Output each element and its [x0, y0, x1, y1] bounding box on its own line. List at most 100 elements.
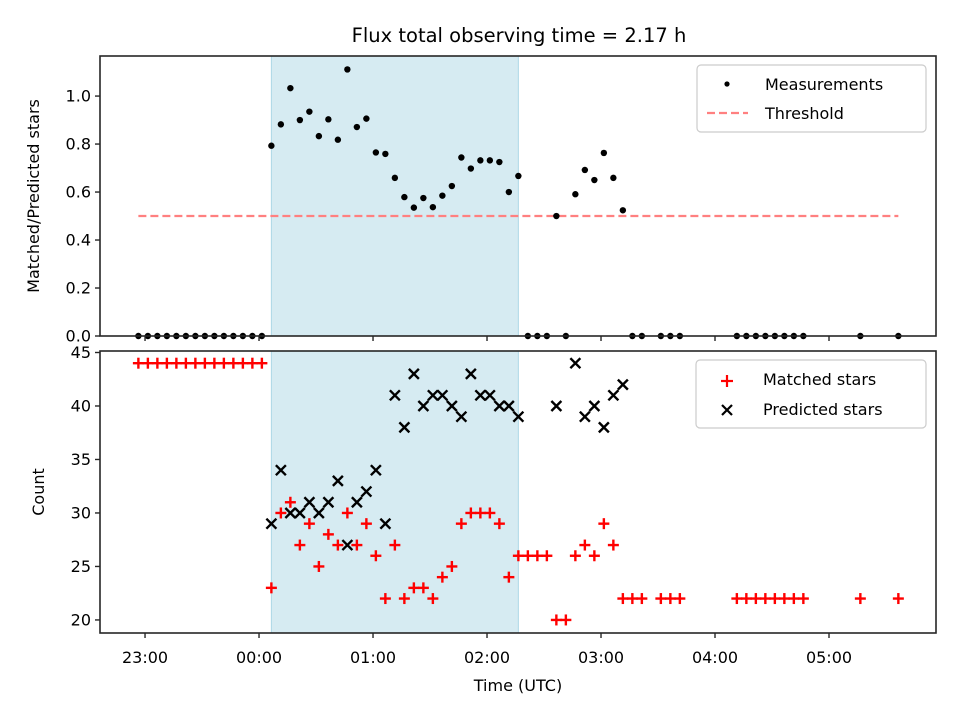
bottom-legend-frame: [695, 359, 927, 429]
predicted-star-point: [550, 400, 563, 412]
measurement-point: [448, 182, 456, 190]
matched-star-point: [170, 357, 182, 369]
matched-star-point: [740, 593, 752, 605]
measurement-point: [372, 149, 380, 156]
matched-star-point: [246, 357, 258, 369]
matched-star-point: [522, 550, 534, 562]
measurement-point: [458, 154, 465, 161]
measurement-point: [353, 123, 361, 131]
legend-threshold-label: Threshold: [764, 104, 844, 123]
predicted-star-point: [455, 410, 468, 423]
measurement-point: [277, 121, 285, 128]
measurement-point: [619, 207, 627, 214]
ytick-label: 25: [71, 557, 91, 576]
matched-star-point: [465, 507, 477, 519]
legend-matched-marker: [721, 375, 733, 387]
measurement-point: [420, 194, 427, 202]
ytick-label: 45: [71, 343, 91, 362]
predicted-star-point: [360, 485, 373, 498]
ytick-label: 30: [71, 503, 91, 522]
measurement-point: [382, 150, 389, 158]
matched-star-point: [161, 357, 173, 369]
ytick-label: 1.0: [66, 87, 91, 106]
measurement-point: [410, 204, 418, 211]
observing-interval-shade: [270, 55, 519, 337]
predicted-star-point: [417, 400, 430, 412]
matched-star-point: [626, 593, 638, 605]
matched-star-point: [427, 593, 439, 605]
predicted-star-point: [284, 507, 297, 519]
matched-star-point: [332, 539, 344, 551]
measurement-point: [391, 174, 399, 182]
matched-star-point: [788, 593, 800, 605]
matched-star-point: [607, 539, 619, 551]
legend-measurements-label: Measurements: [765, 75, 883, 94]
predicted-star-point: [322, 496, 335, 509]
predicted-star-point: [351, 496, 363, 509]
predicted-star-point: [303, 496, 316, 509]
matched-star-point: [237, 357, 249, 369]
top-axes: 0.0 0.2 0.4 0.6 0.8 1.0 Matched/Predicted sta…: [24, 55, 937, 346]
matched-star-point: [769, 593, 781, 605]
predicted-star-point: [474, 389, 487, 402]
predicted-star-point: [294, 507, 306, 519]
bottom-ylabel: Count: [29, 468, 48, 516]
measurement-point: [439, 192, 446, 199]
measurement-point: [429, 203, 437, 211]
predicted-star-point: [389, 389, 401, 402]
measurement-point: [505, 188, 513, 196]
predicted-star-point: [607, 389, 620, 402]
measurement-point: [581, 166, 589, 174]
matched-star-point: [208, 357, 220, 369]
matched-star-point: [560, 614, 572, 626]
measurement-point: [553, 212, 560, 220]
measurement-point: [401, 193, 408, 201]
matched-star-point: [474, 507, 486, 519]
matched-star-point: [541, 550, 553, 562]
legend-predicted-label: Predicted stars: [763, 400, 883, 419]
matched-star-point: [132, 357, 144, 369]
matched-star-point: [569, 550, 581, 562]
matched-star-point: [484, 507, 496, 519]
measurement-point: [296, 116, 304, 124]
predicted-star-point: [379, 517, 392, 530]
matched-star-point: [370, 550, 382, 562]
predicted-star-point: [446, 400, 458, 412]
matched-star-point: [303, 518, 315, 530]
measurement-point: [467, 165, 475, 172]
matched-star-point: [389, 539, 401, 551]
matched-star-point: [142, 357, 154, 369]
matched-star-point: [598, 518, 610, 530]
measurement-point: [306, 108, 313, 115]
matched-star-point: [398, 593, 410, 605]
measurement-point: [334, 136, 342, 143]
predicted-star-point: [512, 410, 525, 423]
matched-star-point: [227, 357, 239, 369]
matched-star-point: [493, 518, 505, 530]
matched-star-point: [588, 550, 600, 562]
predicted-star-point: [341, 539, 354, 551]
predicted-star-point: [617, 378, 629, 391]
xtick-label: 23:00: [122, 648, 168, 667]
predicted-star-point: [313, 507, 325, 519]
bottom-axes: 20 25 30 35 40 45 23:00 00:00 01:00 02:00 03:00 04…: [29, 343, 937, 695]
matched-star-point: [322, 528, 334, 540]
measurement-point: [610, 174, 617, 182]
matched-star-point: [778, 593, 790, 605]
matched-star-point: [731, 593, 743, 605]
matched-star-point: [265, 582, 277, 594]
ytick-label: 35: [71, 450, 91, 469]
predicted-star-point: [408, 368, 420, 380]
matched-star-point: [503, 571, 515, 583]
measurement-point: [268, 142, 275, 149]
matched-star-point: [436, 571, 448, 583]
matched-star-point: [579, 539, 591, 551]
matched-star-point: [379, 593, 391, 605]
matched-star-point: [256, 357, 268, 369]
measurement-point: [600, 149, 608, 157]
measurement-point: [363, 115, 370, 122]
predicted-star-point: [398, 421, 411, 434]
matched-star-point: [408, 582, 420, 594]
predicted-star-point: [503, 400, 515, 412]
matched-star-point: [892, 593, 904, 605]
